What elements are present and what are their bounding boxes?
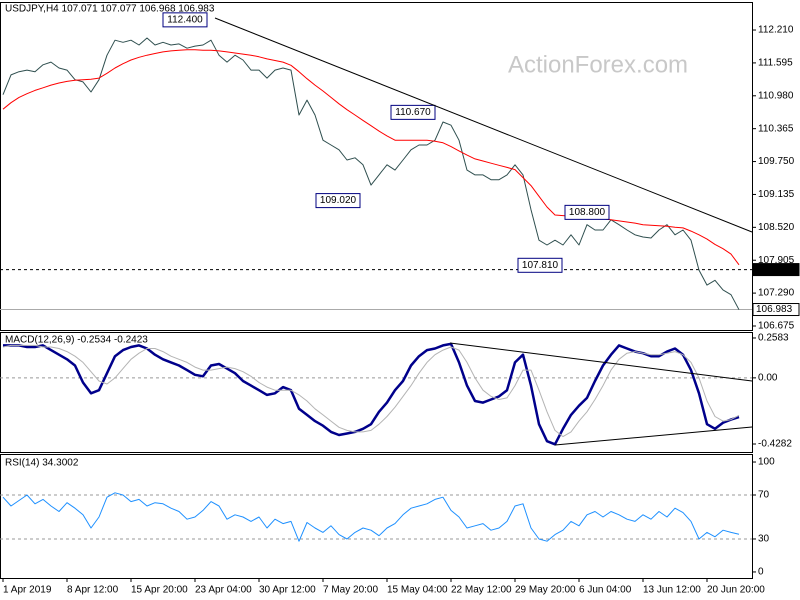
x-tick-label: 29 May 20:00 — [515, 585, 576, 596]
x-tick-label: 8 Apr 12:00 — [67, 585, 119, 596]
x-tick-label: 6 Jun 04:00 — [579, 585, 632, 596]
price-label-box — [752, 303, 800, 317]
price-label-box — [752, 263, 800, 277]
indicator-title: RSI(14) 34.3002 — [5, 458, 79, 469]
panel-frame — [0, 332, 753, 453]
panel-frame — [0, 454, 753, 579]
x-tick-label: 15 May 04:00 — [387, 585, 448, 596]
y-tick-label: 70 — [758, 490, 770, 501]
watermark: ActionForex.com — [508, 51, 688, 78]
y-tick-label: 109.750 — [758, 156, 795, 167]
y-tick-label: 0.00 — [758, 373, 778, 384]
x-tick-label: 13 Jun 12:00 — [643, 585, 701, 596]
series-line — [2, 37, 740, 310]
annotation-label: 107.810 — [522, 260, 559, 271]
annotation-box — [390, 104, 436, 120]
trend-line — [449, 342, 753, 382]
annotation-box — [517, 257, 563, 273]
y-tick-label: 111.595 — [758, 58, 793, 69]
price-label: 106.983 — [756, 304, 793, 315]
series-line — [2, 492, 740, 542]
y-tick-label: 108.520 — [758, 222, 795, 233]
indicator-title: MACD(12,26,9) -0.2534 -0.2423 — [5, 335, 148, 346]
x-tick-label: 22 May 12:00 — [451, 585, 512, 596]
y-tick-label: 30 — [758, 534, 770, 545]
y-tick-label: 110.980 — [758, 90, 794, 101]
x-tick-label: 15 Apr 20:00 — [131, 585, 188, 596]
series-line — [3, 342, 740, 446]
y-tick-label: -0.4282 — [758, 439, 792, 450]
y-tick-label: 0 — [758, 567, 764, 578]
y-tick-label: 112.210 — [758, 25, 794, 36]
y-tick-label: 100 — [758, 457, 775, 468]
annotation-box — [162, 12, 208, 28]
annotation-label: 110.670 — [395, 107, 431, 118]
y-tick-label: 107.905 — [758, 255, 795, 266]
series-line — [2, 344, 740, 438]
x-tick-label: 20 Jun 20:00 — [707, 585, 765, 596]
series-line — [2, 49, 740, 266]
trend-line — [554, 426, 753, 446]
annotation-label: 108.800 — [569, 207, 606, 218]
x-tick-label: 1 Apr 2019 — [3, 585, 52, 596]
x-tick-label: 30 Apr 12:00 — [259, 585, 316, 596]
annotation-box — [315, 193, 361, 209]
y-tick-label: 107.290 — [758, 288, 795, 299]
annotation-box — [564, 204, 610, 220]
trend-line — [214, 17, 753, 233]
x-tick-label: 23 Apr 04:00 — [195, 585, 252, 596]
annotation-label: 109.020 — [320, 195, 357, 206]
panel-frame — [0, 2, 753, 331]
price-label: 107.730 — [756, 264, 793, 275]
annotation-label: 112.400 — [167, 15, 203, 26]
y-tick-label: 0.2583 — [758, 333, 789, 344]
x-tick-label: 7 May 20:00 — [323, 585, 378, 596]
y-tick-label: 110.365 — [758, 123, 794, 134]
y-tick-label: 109.135 — [758, 189, 795, 200]
chart-header: USDJPY,H4 107.071 107.077 106.968 106.98… — [5, 4, 215, 15]
y-tick-label: 106.675 — [758, 321, 795, 332]
